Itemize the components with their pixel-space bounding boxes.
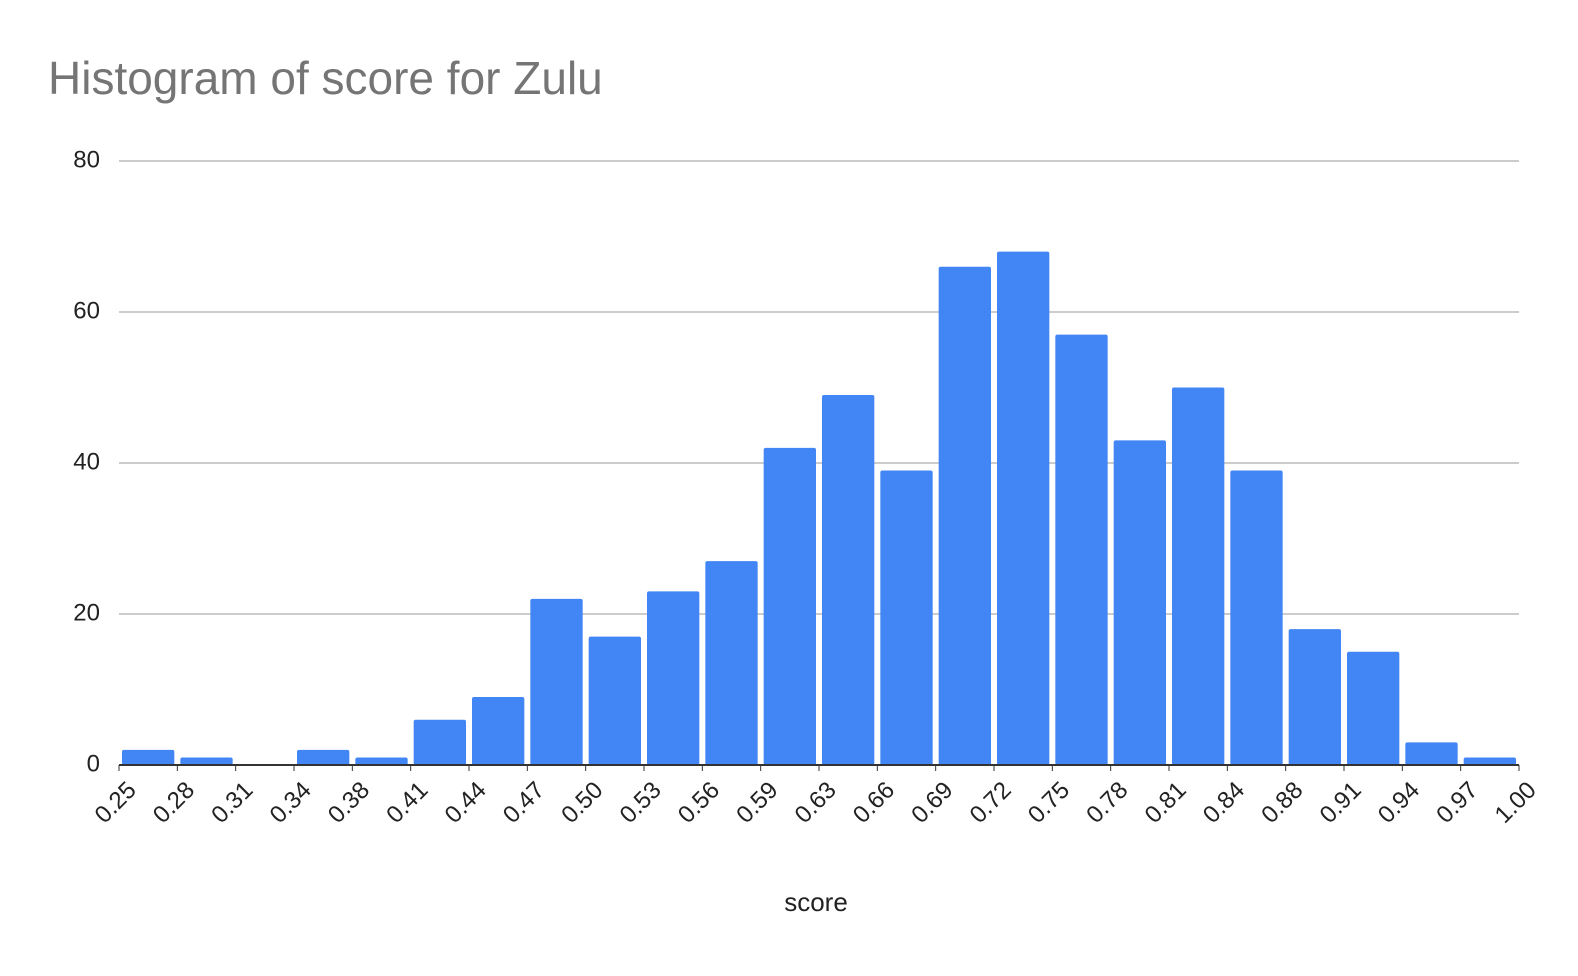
bar [938, 266, 991, 765]
y-tick-label: 0 [87, 750, 100, 777]
bar [180, 757, 233, 765]
bar [647, 591, 700, 765]
bar [763, 447, 816, 765]
bar [472, 697, 525, 765]
bar [355, 757, 408, 765]
y-tick-label: 40 [73, 448, 100, 475]
x-tick-label: 0.69 [906, 777, 958, 829]
bar [1172, 387, 1225, 765]
bar [880, 470, 933, 765]
bar [1463, 757, 1516, 765]
x-tick-label: 0.66 [848, 777, 900, 829]
bar [822, 395, 875, 765]
y-tick-label: 80 [73, 146, 100, 173]
x-tick-label: 0.97 [1431, 777, 1483, 829]
bar [297, 749, 350, 765]
bar [122, 749, 175, 765]
bar [1230, 470, 1283, 765]
x-tick-label: 0.56 [673, 777, 725, 829]
x-tick-label: 0.28 [148, 777, 200, 829]
x-tick-label: 0.72 [965, 777, 1017, 829]
x-tick-label: 0.34 [265, 777, 317, 829]
bar [1113, 440, 1166, 765]
x-tick-label: 0.44 [440, 777, 492, 829]
x-tick-label: 0.53 [615, 777, 667, 829]
x-tick-label: 0.94 [1373, 777, 1425, 829]
bar [588, 636, 641, 765]
bar [530, 598, 583, 765]
x-tick-label: 0.91 [1315, 777, 1367, 829]
x-tick-label: 0.41 [381, 777, 433, 829]
bar [1055, 334, 1108, 765]
x-tick-label: 0.38 [323, 777, 375, 829]
bar [1405, 742, 1458, 765]
x-tick-label: 0.31 [206, 777, 258, 829]
x-tick-label: 1.00 [1490, 777, 1542, 829]
x-tick-label: 0.81 [1140, 777, 1192, 829]
x-tick-label: 0.59 [731, 777, 783, 829]
bar [1347, 651, 1400, 765]
x-tick-label: 0.84 [1198, 777, 1250, 829]
bar [997, 251, 1050, 766]
bar [1288, 629, 1341, 765]
y-tick-label: 20 [73, 599, 100, 626]
x-axis-title: score [784, 887, 848, 917]
bar [705, 561, 758, 765]
x-tick-label: 0.50 [556, 777, 608, 829]
x-tick-label: 0.63 [790, 777, 842, 829]
x-tick-label: 0.88 [1256, 777, 1308, 829]
x-tick-label: 0.25 [90, 777, 142, 829]
chart-title: Histogram of score for Zulu [48, 52, 603, 104]
bar [413, 719, 466, 765]
x-tick-label: 0.78 [1081, 777, 1133, 829]
x-tick-label: 0.75 [1023, 777, 1075, 829]
y-tick-label: 60 [73, 297, 100, 324]
x-tick-label: 0.47 [498, 777, 550, 829]
